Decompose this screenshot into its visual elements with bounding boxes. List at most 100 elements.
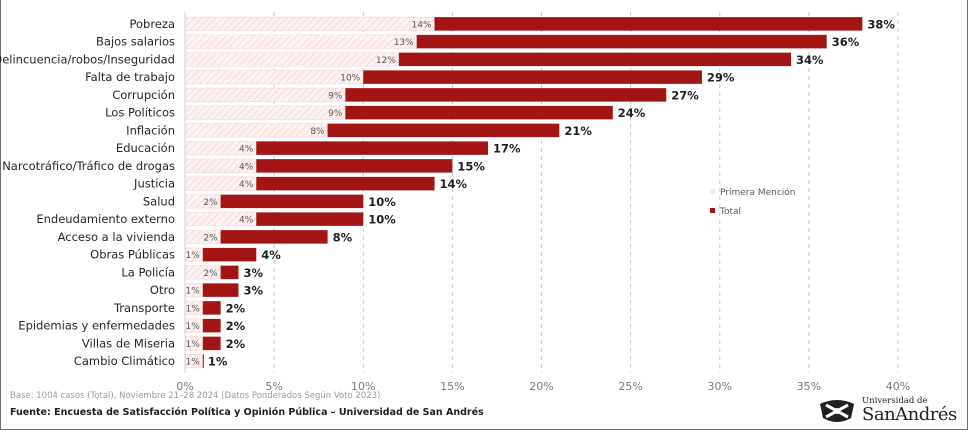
total-bar (256, 176, 435, 191)
first-mention-label: 10% (340, 74, 360, 84)
total-label: 38% (867, 17, 895, 31)
total-bar (398, 52, 792, 67)
total-bar (202, 336, 221, 351)
category-label: Bajos salarios (96, 35, 175, 49)
first-mention-label: 13% (394, 38, 414, 48)
total-bar (202, 247, 257, 262)
first-mention-label: 4% (239, 180, 254, 190)
first-mention-label: 1% (186, 358, 201, 368)
total-bar (416, 34, 827, 49)
base-note: Base: 1004 casos (Total), Noviembre 21–2… (10, 391, 381, 401)
crest-icon (820, 400, 854, 422)
x-tick-label: 15% (440, 380, 464, 390)
total-label: 2% (226, 337, 246, 351)
category-label: Pobreza (130, 17, 176, 31)
total-label: 2% (226, 319, 246, 333)
total-label: 10% (368, 213, 396, 227)
total-bar (202, 301, 221, 315)
total-label: 8% (333, 230, 353, 244)
first-mention-label: 1% (186, 340, 201, 350)
category-label: Endeudamiento externo (36, 212, 175, 226)
first-mention-label: 1% (186, 287, 201, 297)
first-mention-bar (184, 70, 364, 85)
total-bar (327, 123, 560, 138)
total-label: 17% (493, 142, 521, 156)
first-mention-bars (184, 16, 435, 369)
total-bar (202, 354, 204, 368)
total-bar (345, 88, 667, 102)
total-bar (220, 230, 328, 244)
x-tick-label: 30% (708, 380, 732, 390)
first-mention-label: 1% (186, 322, 201, 332)
first-mention-label: 9% (328, 91, 343, 101)
total-label: 10% (368, 195, 396, 209)
x-tick-label: 10% (351, 380, 375, 390)
total-label: 14% (440, 177, 468, 191)
total-bar (220, 194, 364, 209)
legend-swatch-total (710, 208, 715, 213)
category-label: Falta de trabajo (85, 70, 175, 84)
total-bar (363, 70, 702, 84)
category-label: Otro (150, 283, 175, 297)
category-label: La Policía (121, 265, 175, 279)
first-mention-label: 2% (203, 233, 218, 243)
first-mention-label: 2% (203, 198, 218, 208)
x-tick-label: 25% (618, 380, 642, 390)
first-mention-label: 4% (239, 162, 254, 172)
total-bars (202, 17, 863, 368)
first-mention-bar (184, 105, 346, 120)
category-label: Justicia (133, 177, 175, 191)
total-bar (220, 265, 239, 280)
first-mention-label: 12% (376, 56, 396, 66)
legend-label-first: Primera Mención (720, 187, 796, 198)
total-label: 4% (261, 248, 281, 262)
first-mention-bar (184, 52, 400, 67)
first-mention-label: 8% (310, 127, 325, 137)
first-mention-bar (184, 87, 346, 102)
first-mention-bar (184, 16, 435, 31)
first-mention-label: 4% (239, 216, 254, 226)
total-bar (202, 318, 221, 333)
first-mention-label: 1% (186, 304, 201, 314)
category-label: Epidemias y enfermedades (18, 319, 175, 333)
university-logo: Universidad de SanAndrés (818, 394, 966, 428)
total-label: 2% (226, 301, 246, 315)
category-label: Narcotráfico/Tráfico de drogas (2, 159, 175, 173)
total-label: 27% (671, 88, 699, 102)
x-tick-label: 40% (886, 380, 910, 390)
total-label: 36% (832, 35, 860, 49)
first-mention-bar (184, 34, 418, 49)
logo-small-text: Universidad de (862, 396, 928, 406)
category-label: Villas de Miseria (82, 336, 175, 350)
x-axis: 0% 5% 10% 15% 20% 25% 30% 35% 40% (176, 12, 910, 390)
category-label: Transporte (113, 301, 175, 315)
first-mention-label: 2% (203, 269, 218, 279)
total-label: 24% (618, 106, 646, 120)
total-label: 21% (564, 124, 592, 138)
category-label: Obras Públicas (90, 248, 175, 262)
category-label: Acceso a la vivienda (58, 230, 175, 244)
total-label: 3% (243, 266, 263, 280)
total-bar (202, 283, 239, 297)
category-label: Corrupción (112, 88, 175, 102)
category-label: Cambio Climático (74, 354, 175, 368)
total-label: 3% (243, 284, 263, 298)
total-bar (345, 105, 613, 120)
legend-label-total: Total (719, 207, 741, 217)
legend-swatch-first (710, 189, 715, 194)
source-note: Fuente: Encuesta de Satisfacción Polític… (10, 407, 484, 418)
total-label: 1% (208, 355, 228, 369)
total-bar (256, 159, 453, 173)
category-label: Inflación (126, 123, 175, 137)
total-bar (256, 141, 489, 155)
x-tick-label: 5% (265, 380, 282, 390)
first-mention-label: 4% (239, 145, 254, 155)
x-tick-label: 20% (529, 380, 553, 390)
logo-big-text: SanAndrés (862, 404, 957, 425)
category-label: Salud (143, 194, 175, 208)
first-mention-label: 1% (186, 251, 201, 261)
total-bar (434, 17, 863, 31)
first-mention-label: 14% (412, 20, 432, 30)
first-mention-label: 9% (328, 109, 343, 119)
